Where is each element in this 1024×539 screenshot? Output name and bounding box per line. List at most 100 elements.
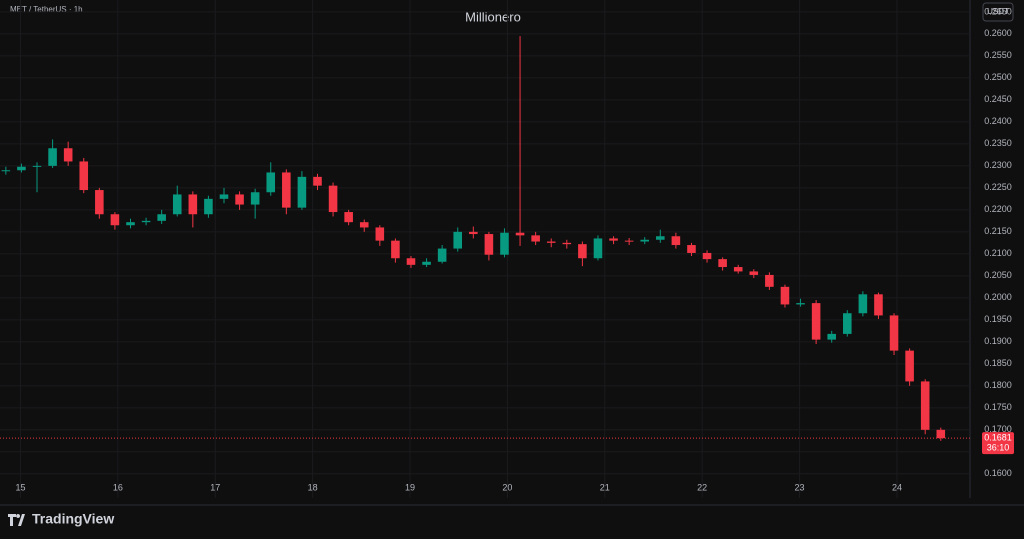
candle-body (157, 214, 166, 221)
x-tick-label: 20 (502, 482, 512, 492)
candle-body (188, 194, 198, 215)
countdown-label: 36:10 (987, 443, 1010, 453)
candle-body (562, 242, 572, 245)
candle-body (204, 198, 213, 215)
y-tick-label: 0.2150 (984, 226, 1012, 236)
candle-body (219, 194, 229, 199)
candle-body (687, 245, 696, 253)
candle-body (141, 220, 151, 223)
candle-body (843, 313, 852, 334)
x-tick-label: 24 (892, 482, 902, 492)
candle-body (500, 232, 509, 255)
logo (8, 514, 25, 526)
candle-body (422, 261, 431, 265)
candle-body (609, 238, 618, 241)
x-tick-label: 21 (600, 482, 610, 492)
candle-body (250, 192, 260, 205)
candle-body (172, 194, 182, 215)
y-tick-label: 0.2200 (984, 204, 1012, 214)
candle-body (780, 286, 790, 305)
candle-body (624, 240, 634, 242)
candle-body (391, 240, 400, 259)
y-tick-label: 0.2500 (984, 72, 1012, 82)
y-tick-label: 0.2400 (984, 116, 1012, 126)
candle-body (1, 170, 11, 172)
candle-body (266, 172, 276, 193)
candle-body (359, 222, 369, 228)
candle-body (344, 212, 353, 223)
y-tick-label: 0.1800 (984, 380, 1012, 390)
y-tick-label: 0.2050 (984, 270, 1012, 280)
candle-body (874, 294, 883, 316)
y-tick-label: 0.2000 (984, 292, 1012, 302)
currency-label[interactable]: USDT (987, 7, 1009, 16)
candle-body (235, 194, 244, 205)
candle-body (749, 271, 759, 275)
candle-body (671, 236, 681, 246)
candle-body (546, 241, 556, 243)
x-tick-label: 15 (15, 482, 25, 492)
candle-body (765, 274, 774, 287)
candle-body (437, 248, 447, 262)
y-tick-label: 0.2100 (984, 248, 1012, 258)
candle-body (406, 258, 416, 265)
last-price-label: 0.1681 (984, 433, 1012, 443)
candle-body (889, 315, 899, 351)
y-tick-label: 0.2650 (984, 6, 1012, 16)
y-tick-label: 0.1600 (984, 468, 1012, 478)
y-tick-label: 0.2450 (984, 94, 1012, 104)
candle-body (796, 303, 805, 305)
candle-body (593, 238, 603, 259)
brand-label: TradingView (32, 511, 114, 527)
candle-body (32, 165, 42, 167)
candle-body (656, 236, 665, 240)
candle-body (110, 214, 120, 226)
candle-body (328, 185, 338, 213)
candle-body (17, 166, 26, 171)
x-tick-label: 22 (697, 482, 707, 492)
candle-body (718, 259, 727, 268)
candle-body (858, 294, 868, 314)
y-tick-label: 0.2250 (984, 182, 1012, 192)
symbol-label: MET / TetherUS · 1h (10, 5, 83, 14)
logo-icon (8, 514, 25, 526)
candle-body (469, 231, 478, 235)
x-tick-label: 16 (113, 482, 123, 492)
y-tick-label: 0.1850 (984, 358, 1012, 368)
y-tick-label: 0.1900 (984, 336, 1012, 346)
candle-body (63, 148, 73, 162)
y-tick-label: 0.1950 (984, 314, 1012, 324)
y-tick-label: 0.2600 (984, 28, 1012, 38)
candle-body (827, 333, 836, 340)
currency-button[interactable] (982, 2, 1014, 22)
candle-body (733, 267, 743, 272)
y-tick-label: 0.1750 (984, 402, 1012, 412)
y-tick-label: 0.2300 (984, 160, 1012, 170)
y-tick-label: 0.2550 (984, 50, 1012, 60)
x-tick-label: 19 (405, 482, 415, 492)
candle-body (531, 235, 540, 242)
candle-body (313, 176, 322, 186)
x-tick-label: 18 (308, 482, 318, 492)
candle-body (484, 234, 494, 255)
candle-body (578, 244, 587, 259)
candle-body (936, 429, 946, 439)
candle-body (282, 172, 291, 208)
candle-body (453, 231, 463, 249)
candle-body (48, 148, 57, 166)
x-tick-label: 23 (795, 482, 805, 492)
candle-body (297, 176, 307, 208)
candle-body (920, 381, 930, 430)
y-tick-label: 0.1700 (984, 424, 1012, 434)
candle-body (905, 350, 914, 382)
candle-body (515, 232, 525, 236)
x-tick-label: 17 (210, 482, 220, 492)
y-tick-label: 0.2350 (984, 138, 1012, 148)
candle-body (702, 252, 712, 260)
candle-body (375, 227, 385, 241)
candle-body (79, 161, 89, 191)
candle-body (811, 303, 821, 340)
